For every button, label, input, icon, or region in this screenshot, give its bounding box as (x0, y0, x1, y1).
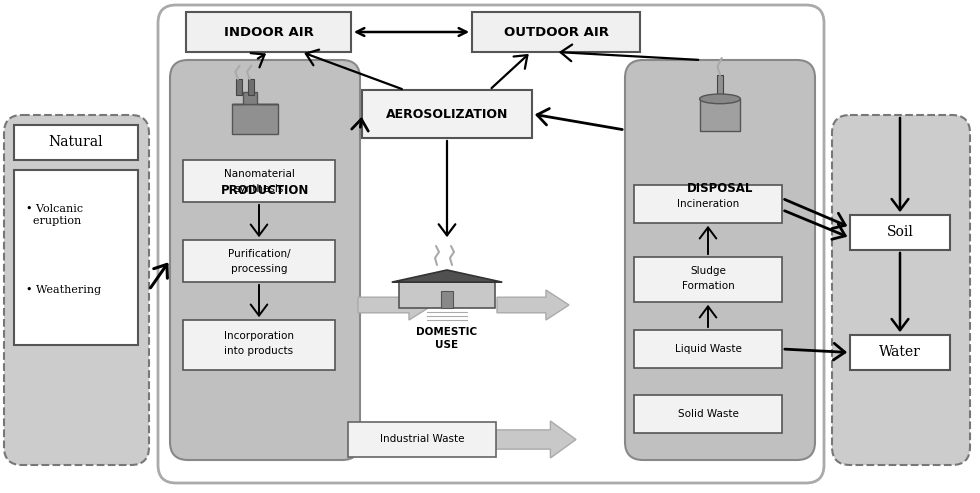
Text: Water: Water (879, 346, 921, 359)
Text: Purification/: Purification/ (227, 249, 290, 259)
Text: Incorporation: Incorporation (224, 331, 294, 341)
Bar (472, 12, 640, 52)
Bar (14, 125, 138, 160)
Polygon shape (399, 282, 495, 308)
Text: PRODUCTION: PRODUCTION (220, 183, 309, 197)
FancyBboxPatch shape (625, 60, 815, 460)
Bar (634, 330, 782, 368)
Bar (634, 185, 782, 223)
FancyBboxPatch shape (158, 5, 824, 483)
Text: Natural: Natural (49, 136, 103, 149)
Text: USE: USE (435, 340, 459, 350)
Text: • Weathering: • Weathering (26, 285, 101, 295)
Text: into products: into products (224, 346, 294, 356)
Bar (248, 79, 254, 96)
Polygon shape (231, 93, 278, 105)
Text: synthesis: synthesis (234, 184, 283, 194)
Text: • Volcanic
  eruption: • Volcanic eruption (26, 204, 83, 226)
Text: Formation: Formation (682, 281, 734, 291)
Polygon shape (392, 270, 502, 282)
Bar (183, 320, 335, 370)
Bar (231, 105, 278, 134)
Bar (186, 12, 351, 52)
Bar (850, 335, 950, 370)
Text: Liquid Waste: Liquid Waste (674, 344, 742, 354)
Bar (441, 291, 453, 308)
Bar (716, 75, 723, 99)
Bar (348, 422, 496, 457)
Polygon shape (497, 290, 569, 320)
Bar (634, 395, 782, 433)
Text: INDOOR AIR: INDOOR AIR (223, 26, 314, 38)
Text: Solid Waste: Solid Waste (677, 409, 739, 419)
Text: Industrial Waste: Industrial Waste (380, 434, 465, 445)
Bar (634, 257, 782, 302)
Bar (183, 240, 335, 282)
FancyBboxPatch shape (4, 115, 149, 465)
Text: DISPOSAL: DISPOSAL (687, 181, 754, 195)
Polygon shape (496, 421, 576, 458)
Text: AEROSOLIZATION: AEROSOLIZATION (386, 107, 509, 120)
FancyBboxPatch shape (832, 115, 970, 465)
Bar (700, 99, 741, 131)
Text: OUTDOOR AIR: OUTDOOR AIR (504, 26, 609, 38)
Text: Sludge: Sludge (690, 266, 726, 276)
Ellipse shape (700, 94, 741, 104)
Bar (850, 215, 950, 250)
Bar (14, 170, 138, 345)
Text: Soil: Soil (887, 225, 913, 240)
Polygon shape (358, 290, 433, 320)
Bar (362, 90, 532, 138)
FancyBboxPatch shape (170, 60, 360, 460)
Text: Nanomaterial: Nanomaterial (223, 169, 294, 179)
Bar (236, 79, 242, 96)
Text: DOMESTIC: DOMESTIC (416, 327, 477, 337)
Bar (183, 160, 335, 202)
Text: processing: processing (230, 264, 287, 274)
Text: Incineration: Incineration (677, 199, 739, 209)
